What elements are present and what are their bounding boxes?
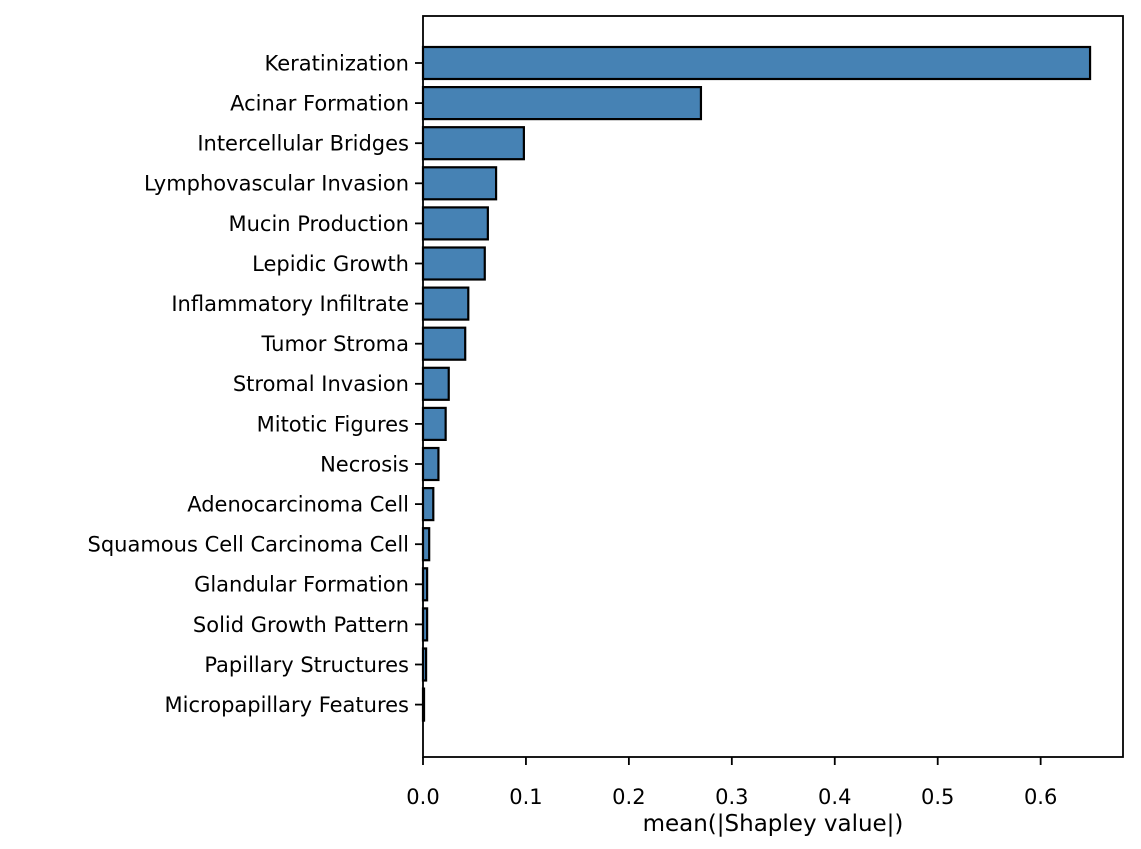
- y-tick-label-10: Necrosis: [320, 452, 409, 476]
- y-tick-label-5: Lepidic Growth: [252, 252, 409, 276]
- y-tick-label-11: Adenocarcinoma Cell: [187, 492, 409, 516]
- bar-5: [421, 246, 486, 281]
- bar-6: [421, 286, 470, 321]
- y-tick-label-14: Solid Growth Pattern: [193, 613, 409, 637]
- y-tick-label-1: Acinar Formation: [230, 91, 409, 115]
- x-axis-label: mean(|Shapley value|): [643, 811, 904, 837]
- x-tick-label-4: 0.4: [818, 785, 851, 809]
- bar-0: [421, 45, 1092, 81]
- bar-12: [421, 527, 431, 562]
- y-tick-label-16: Micropapillary Features: [165, 693, 409, 717]
- bar-2: [421, 126, 525, 161]
- x-tick-label-6: 0.6: [1024, 785, 1057, 809]
- x-tick-label-5: 0.5: [921, 785, 954, 809]
- x-tick-label-0: 0.0: [406, 785, 439, 809]
- bar-3: [421, 166, 498, 201]
- bar-9: [421, 406, 447, 441]
- y-tick-label-13: Glandular Formation: [194, 573, 409, 597]
- x-tick-label-3: 0.3: [715, 785, 748, 809]
- x-tick-label-1: 0.1: [509, 785, 542, 809]
- y-tick-label-12: Squamous Cell Carcinoma Cell: [88, 533, 410, 557]
- y-tick-label-4: Mucin Production: [228, 212, 409, 236]
- bar-11: [421, 487, 435, 522]
- y-tick-label-3: Lymphovascular Invasion: [144, 172, 409, 196]
- plot-area-border: [422, 15, 1124, 758]
- bar-1: [421, 85, 703, 121]
- bar-8: [421, 366, 450, 401]
- y-tick-label-2: Intercellular Bridges: [197, 132, 409, 156]
- bar-4: [421, 206, 489, 241]
- bar-7: [421, 326, 467, 361]
- bar-10: [421, 446, 440, 482]
- x-tick-label-2: 0.2: [612, 785, 645, 809]
- y-tick-label-6: Inflammatory Infiltrate: [171, 292, 409, 316]
- y-tick-label-15: Papillary Structures: [204, 653, 409, 677]
- y-tick-label-7: Tumor Stroma: [261, 332, 409, 356]
- y-tick-label-9: Mitotic Figures: [257, 412, 409, 436]
- y-tick-label-8: Stromal Invasion: [233, 372, 409, 396]
- y-tick-label-0: Keratinization: [265, 51, 409, 75]
